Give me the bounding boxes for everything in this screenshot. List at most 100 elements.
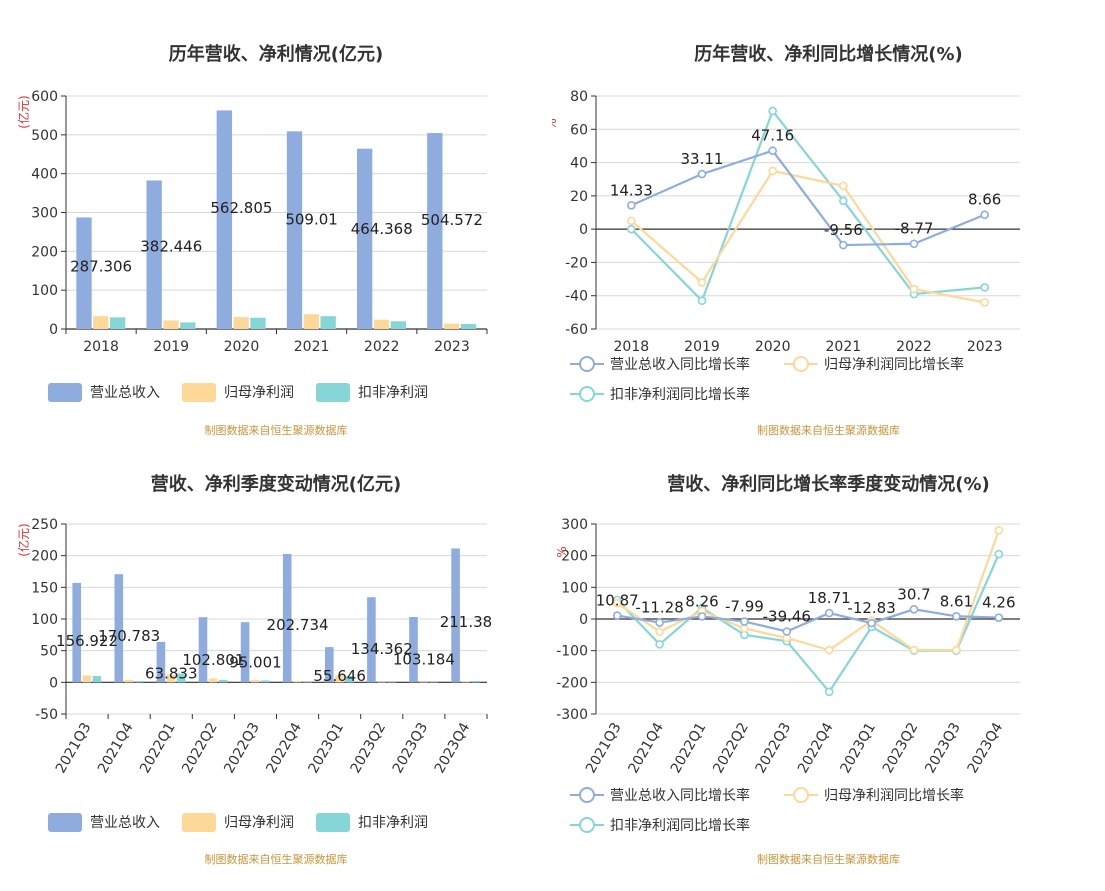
bar-revenue [72,582,81,683]
data-point [994,526,1004,535]
bar-deducted-profit [180,322,196,329]
x-tick-label: 2018 [83,339,119,355]
bar-revenue [114,574,124,683]
bar-net-profit [443,323,460,329]
data-point [909,284,919,294]
data-label: 33.11 [681,150,724,168]
data-point [839,196,848,206]
x-tick-label: 2022Q1 [668,720,710,776]
y-tick-label: 20 [570,189,588,205]
x-tick-label: 2022Q4 [795,720,837,776]
bar-revenue [156,641,166,683]
bar-revenue [409,616,418,683]
bar-deducted-profit [218,679,228,683]
legend-item-revenue-growth[interactable]: 营业总收入同比增长率 [570,785,750,805]
legend-item-revenue-growth[interactable]: 营业总收入同比增长率 [570,354,750,374]
y-tick-label: 60 [570,122,588,138]
data-label: 156.922 [56,632,118,650]
bar-revenue [216,110,232,329]
legend-label: 营业总收入 [90,815,160,831]
y-tick-label: 0 [49,675,58,691]
legend-item-deducted-profit[interactable]: 扣非净利润 [316,812,428,832]
y-tick-label: 0 [49,322,58,338]
data-point [697,278,707,287]
bar-revenue [427,133,443,329]
data-point [697,296,707,306]
y-tick-label: 200 [561,549,588,565]
y-tick-label: 300 [561,517,588,533]
y-tick-label: 40 [570,156,588,172]
legend-item-net-profit[interactable]: 归母净利润 [182,382,294,402]
legend-item-deducted-profit[interactable]: 扣非净利润 [316,382,428,402]
data-point [627,216,636,226]
x-tick-label: 2023Q1 [837,720,879,776]
x-tick-label: 2023 [434,339,470,355]
data-point [655,618,664,627]
legend-item-net-profit-growth[interactable]: 归母净利润同比增长率 [784,785,964,805]
data-label: 102.801 [182,651,244,669]
bar-deducted-profit [261,680,270,683]
x-tick-label: 2022Q2 [179,720,221,776]
bar-revenue [146,180,162,329]
y-tick-label: -100 [556,644,588,660]
bar-revenue [282,553,292,683]
x-tick-label: 2021Q4 [625,720,667,776]
x-tick-label: 2022Q2 [710,720,752,776]
bar-revenue [367,597,376,683]
data-label: 8.61 [940,592,973,610]
legend-swatch [570,386,604,402]
bar-net-profit [93,316,109,329]
data-label: 382.446 [140,237,202,255]
bar-revenue [240,622,250,683]
annual-revenue-chart: 0 100 200 300 400 500 600(亿元) 2018 2019 2020 2021 2… [16,89,488,355]
y-axis-unit-label: (亿元) [16,523,31,556]
x-tick-label: 2021 [294,339,330,355]
legend-label: 归母净利润同比增长率 [824,788,964,804]
data-label: 103.184 [393,651,455,669]
y-tick-label: 400 [31,167,58,183]
bar-deducted-profit [134,681,144,683]
bar-deducted-profit [429,682,439,683]
x-tick-label: 2023Q3 [922,720,964,776]
legend-item-deducted-profit-growth[interactable]: 扣非净利润同比增长率 [570,384,750,404]
data-point [740,624,749,633]
data-label: 30.7 [897,585,930,603]
data-point [697,612,707,621]
x-tick-label: 2022Q3 [221,720,263,776]
data-label: 18.71 [808,589,851,607]
legend-label: 营业总收入同比增长率 [610,788,750,804]
data-point [839,240,848,250]
legend-label: 扣非净利润 [358,385,428,401]
x-tick-label: 2021Q4 [95,720,137,776]
legend-item-net-profit[interactable]: 归母净利润 [182,812,294,832]
x-tick-label: 2020 [755,339,791,355]
y-tick-label: -300 [556,707,588,723]
x-tick-label: 2021Q3 [53,720,95,776]
legend-item-revenue[interactable]: 营业总收入 [48,382,160,402]
data-point [994,613,1004,622]
data-label: 63.833 [145,664,198,682]
chart-title: 营收、净利同比增长率季度变动情况(%) [667,474,990,495]
data-label: 8.66 [968,191,1001,209]
bar-deducted-profit [390,321,407,329]
bar-deducted-profit [176,673,186,683]
x-tick-label: 2022Q3 [753,720,795,776]
bar-revenue [286,131,303,329]
data-label: 134.362 [351,640,413,658]
data-label: 287.306 [70,258,132,276]
legend-item-net-profit-growth[interactable]: 归母净利润同比增长率 [784,354,964,374]
data-label: 170.783 [98,627,160,645]
y-tick-label: 150 [31,580,58,596]
annual-growth-panel: 历年营收、净利同比增长情况(%) -60 -40 -20 0 20 40 60 80% 2018… [552,0,1105,445]
y-tick-label: 0 [579,222,588,238]
data-point [655,627,664,636]
data-label: 504.572 [421,211,483,229]
legend-item-deducted-profit-growth[interactable]: 扣非净利润同比增长率 [570,815,750,835]
x-tick-label: 2021 [826,339,862,355]
bar-revenue [198,617,208,683]
data-point [782,627,792,636]
y-tick-label: 50 [40,644,58,660]
bar-net-profit [419,682,428,683]
data-source-note: 制图数据来自恒生聚源数据库 [204,853,348,866]
legend-item-revenue[interactable]: 营业总收入 [48,812,160,832]
